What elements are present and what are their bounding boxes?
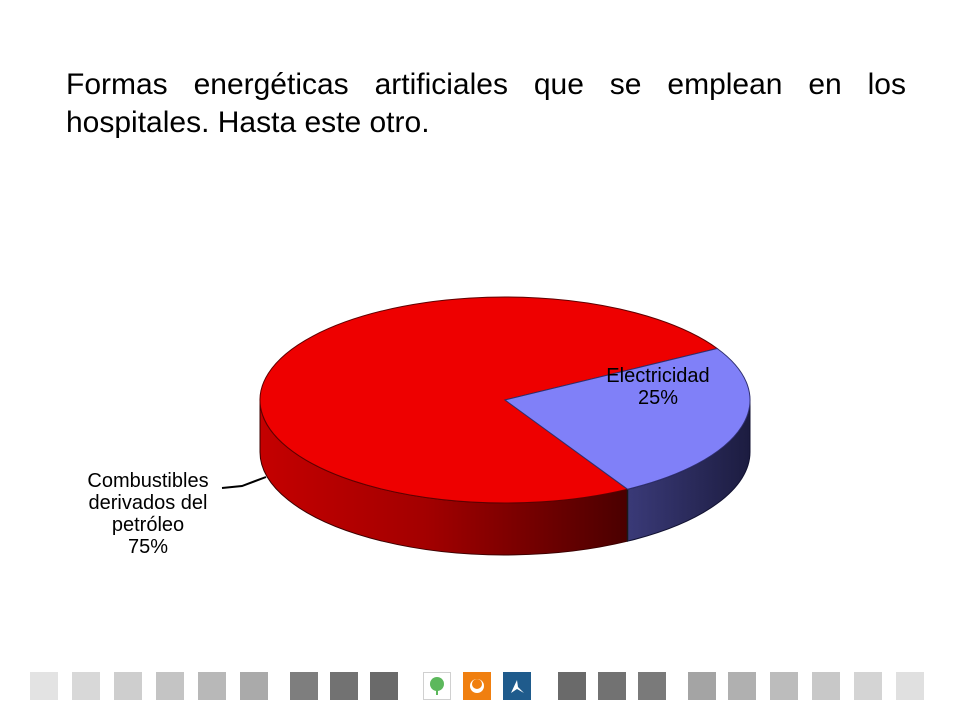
slice-petroleo	[259, 296, 719, 504]
sun-logo-icon	[463, 672, 491, 700]
footer-square	[812, 672, 840, 700]
footer-square	[290, 672, 318, 700]
tree-logo-icon	[423, 672, 451, 700]
footer-square	[728, 672, 756, 700]
footer-square	[330, 672, 358, 700]
data-label-petroleo: derivados del	[89, 492, 208, 514]
data-label-electricidad-percent: 25%	[638, 387, 678, 409]
data-label-electricidad: Electricidad	[606, 365, 709, 387]
footer-square	[854, 672, 882, 700]
slide-title: Formas energéticas artificiales que se e…	[66, 68, 906, 139]
footer-square	[558, 672, 586, 700]
footer-square	[370, 672, 398, 700]
footer-square	[598, 672, 626, 700]
data-label-petroleo: petróleo	[112, 514, 184, 536]
footer-square	[770, 672, 798, 700]
data-label-petroleo: Combustibles	[87, 470, 208, 492]
slice-electricidad	[503, 347, 751, 490]
footer-square	[72, 672, 100, 700]
footer-square	[896, 672, 924, 700]
footer-strip	[30, 672, 930, 700]
footer-square	[240, 672, 268, 700]
arrow-logo-icon	[503, 672, 531, 700]
footer-square	[156, 672, 184, 700]
footer-square	[114, 672, 142, 700]
footer-square	[688, 672, 716, 700]
data-label-petroleo-percent: 75%	[128, 536, 168, 558]
footer-square	[30, 672, 58, 700]
footer-square	[638, 672, 666, 700]
footer-square	[198, 672, 226, 700]
leader-line-petroleo	[221, 476, 267, 489]
